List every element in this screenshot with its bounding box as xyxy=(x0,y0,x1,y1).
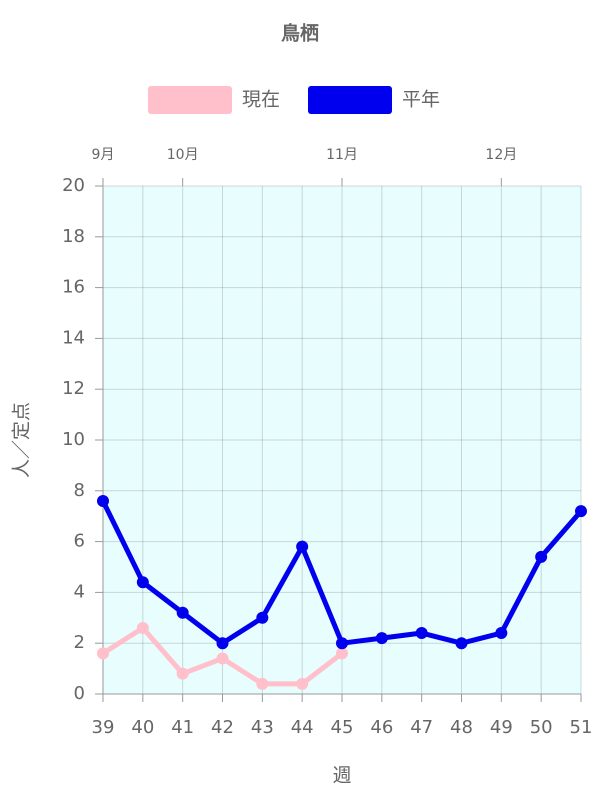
data-point xyxy=(415,627,428,640)
x-tick-label: 40 xyxy=(131,717,154,738)
x-tick-label: 51 xyxy=(570,717,593,738)
x-tick-label: 43 xyxy=(251,717,274,738)
x-tick-label: 49 xyxy=(490,717,513,738)
y-tick-label: 8 xyxy=(74,480,85,501)
legend-label: 平年 xyxy=(402,89,440,111)
x-tick-label: 42 xyxy=(211,717,234,738)
data-point xyxy=(535,550,548,563)
y-tick-label: 10 xyxy=(62,429,85,450)
data-point xyxy=(455,637,468,650)
data-point xyxy=(296,540,309,553)
x-tick-label: 41 xyxy=(171,717,194,738)
data-point xyxy=(296,677,309,690)
y-tick-label: 14 xyxy=(62,327,85,348)
x-tick-label: 50 xyxy=(530,717,553,738)
legend-label: 現在 xyxy=(242,89,280,111)
x-tick-label: 39 xyxy=(92,717,115,738)
data-point xyxy=(216,637,229,650)
data-point xyxy=(136,621,149,634)
y-tick-label: 16 xyxy=(62,277,85,298)
month-label: 9月 xyxy=(92,147,115,163)
x-tick-label: 47 xyxy=(410,717,433,738)
month-label: 11月 xyxy=(326,147,358,163)
x-tick-label: 44 xyxy=(291,717,314,738)
y-axis-label: 人／定点 xyxy=(11,402,33,478)
x-axis-label: 週 xyxy=(332,765,351,787)
data-point xyxy=(336,647,348,660)
y-tick-label: 2 xyxy=(74,632,85,653)
legend-swatch xyxy=(308,86,392,114)
x-tick-label: 46 xyxy=(370,717,393,738)
chart-title: 鳥栖 xyxy=(281,22,319,45)
data-point xyxy=(256,677,269,690)
data-point xyxy=(336,637,348,650)
data-point xyxy=(176,667,189,680)
data-point xyxy=(97,647,109,660)
data-point xyxy=(575,505,587,518)
x-tick-label: 45 xyxy=(331,717,354,738)
y-tick-label: 12 xyxy=(62,378,85,399)
x-tick-label: 48 xyxy=(450,717,473,738)
data-point xyxy=(136,576,149,589)
data-point xyxy=(256,611,269,624)
y-tick-label: 0 xyxy=(74,683,85,704)
data-point xyxy=(495,627,508,640)
data-point xyxy=(97,494,109,507)
legend-swatch xyxy=(148,86,232,114)
month-label: 10月 xyxy=(167,147,199,163)
data-point xyxy=(176,606,189,619)
month-label: 12月 xyxy=(485,147,517,163)
y-tick-label: 18 xyxy=(62,226,85,247)
y-tick-label: 6 xyxy=(74,531,85,552)
y-tick-label: 20 xyxy=(62,175,85,196)
y-tick-label: 4 xyxy=(74,581,85,602)
data-point xyxy=(375,632,388,645)
data-point xyxy=(216,652,229,665)
